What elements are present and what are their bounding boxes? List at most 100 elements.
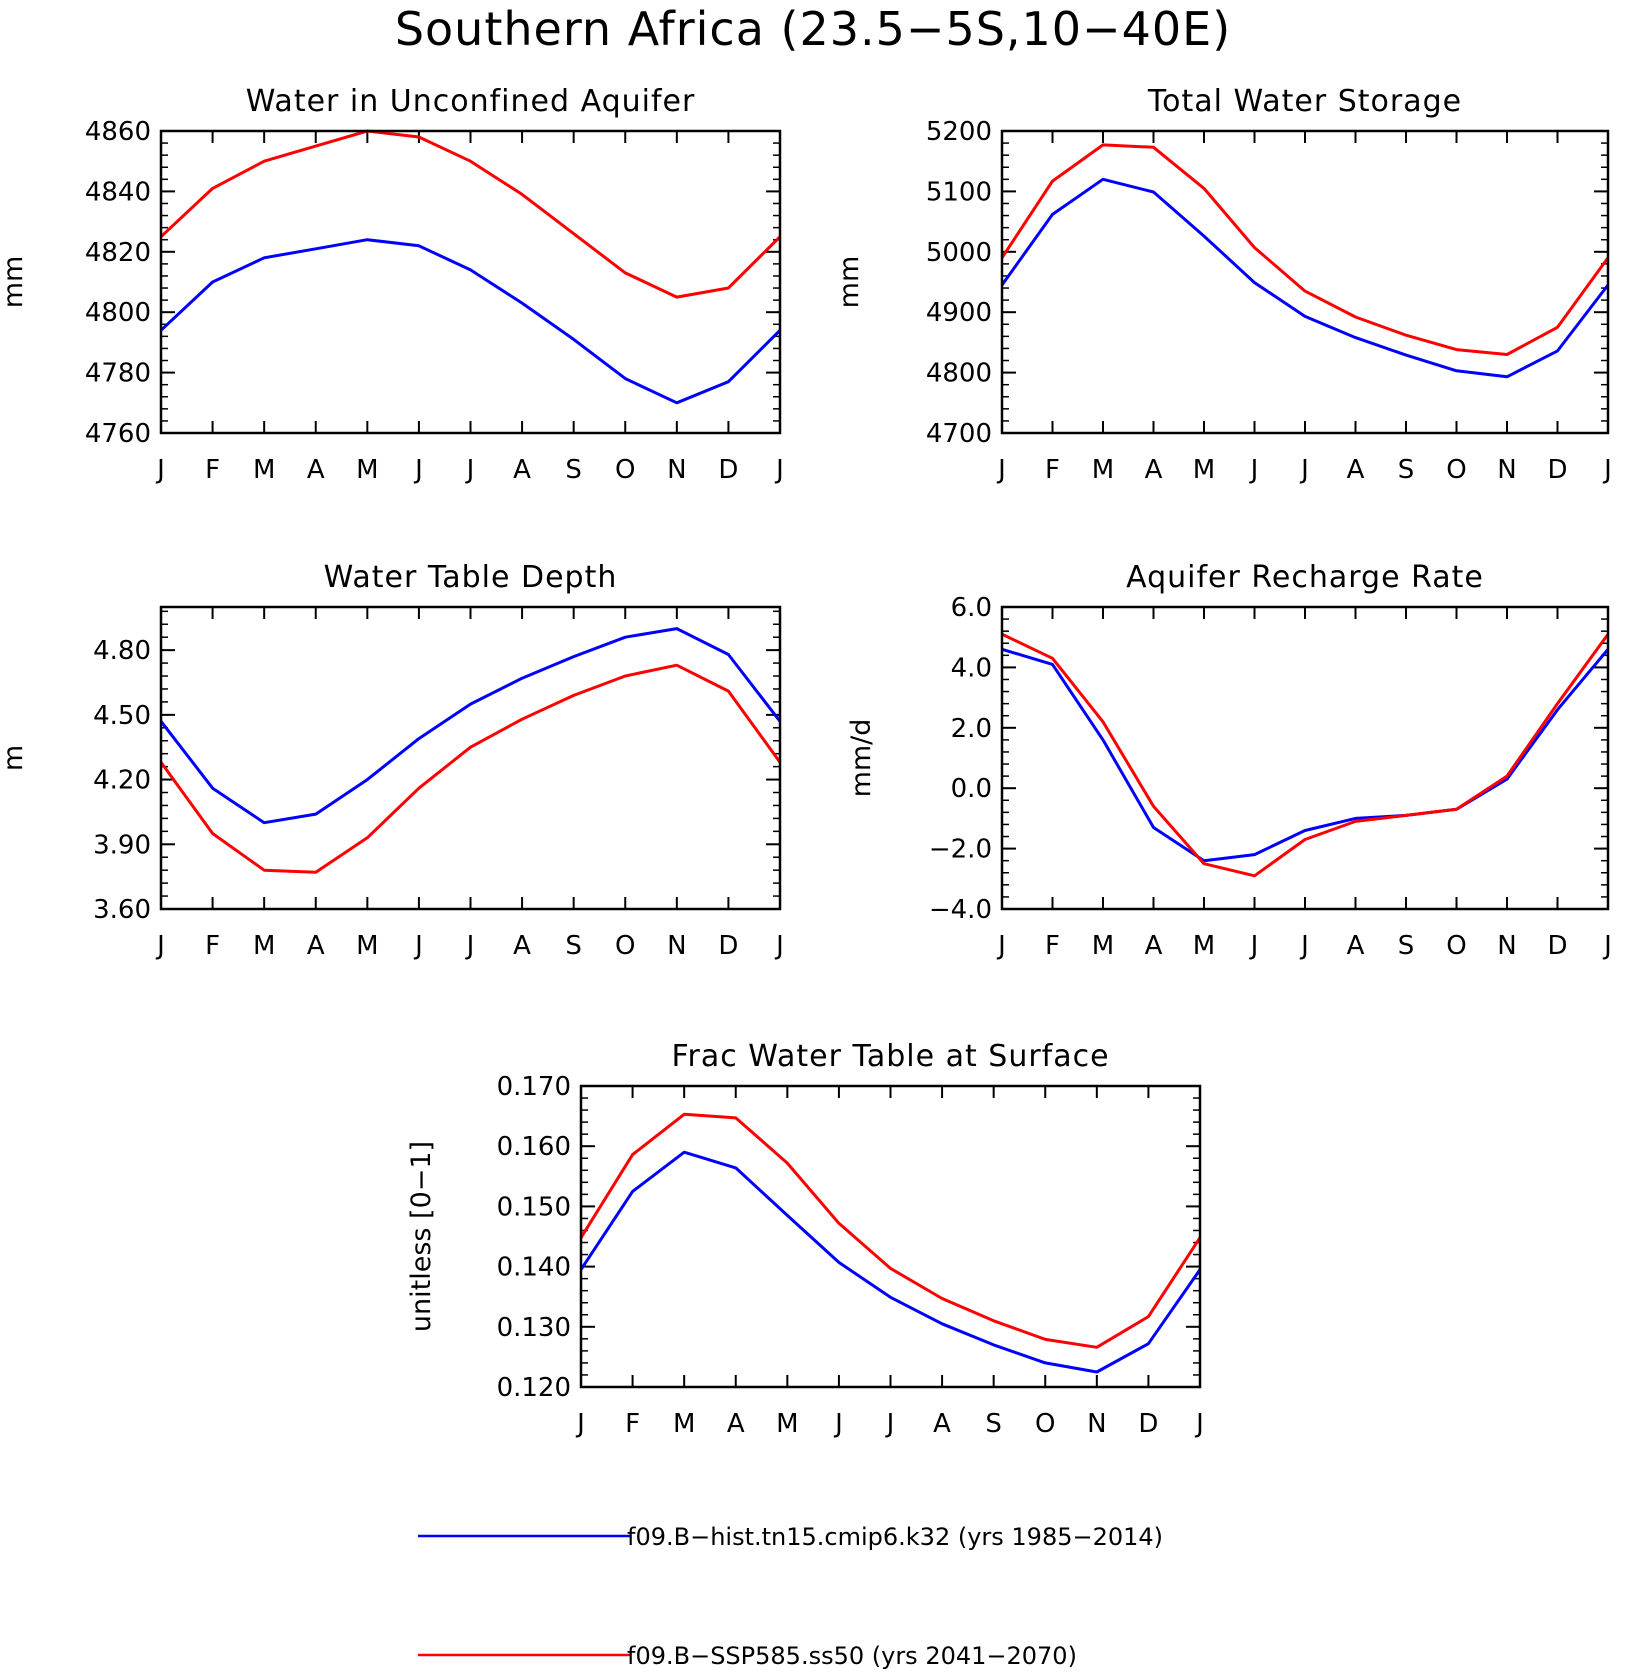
x-tick-label: F bbox=[625, 1409, 640, 1439]
x-tick-label: A bbox=[513, 455, 531, 485]
x-tick-label: D bbox=[1547, 931, 1567, 961]
y-tick-label: 0.150 bbox=[497, 1192, 571, 1222]
x-tick-label: A bbox=[513, 931, 531, 961]
x-tick-label: J bbox=[1299, 931, 1309, 961]
x-tick-label: S bbox=[565, 931, 582, 961]
plot-frame bbox=[159, 129, 782, 435]
x-tick-label: J bbox=[1249, 455, 1259, 485]
x-tick-label: M bbox=[253, 931, 275, 961]
x-tick-label: D bbox=[1138, 1409, 1158, 1439]
legend-label-future: f09.B−SSP585.ss50 (yrs 2041−2070) bbox=[627, 1642, 1077, 1670]
y-tick-label: 0.130 bbox=[497, 1313, 571, 1343]
y-tick-label: 4.80 bbox=[93, 636, 151, 666]
x-tick-label: J bbox=[1299, 455, 1309, 485]
legend: f09.B−hist.tn15.cmip6.k32 (yrs 1985−2014… bbox=[418, 1523, 1163, 1670]
panel-title: Water Table Depth bbox=[324, 560, 618, 595]
x-tick-label: J bbox=[465, 931, 475, 961]
y-tick-label: 4840 bbox=[85, 177, 151, 207]
y-tick-label: 3.60 bbox=[93, 895, 151, 925]
x-tick-label: M bbox=[776, 1409, 798, 1439]
x-tick-label: M bbox=[1193, 931, 1215, 961]
panel-title: Aquifer Recharge Rate bbox=[1126, 560, 1484, 595]
x-tick-label: O bbox=[615, 455, 635, 485]
x-tick-label: A bbox=[307, 455, 325, 485]
series-line-future bbox=[1001, 632, 1610, 878]
y-tick-label: 4700 bbox=[926, 419, 992, 449]
x-tick-label: F bbox=[205, 931, 220, 961]
x-tick-label: J bbox=[774, 455, 784, 485]
x-tick-label: F bbox=[205, 455, 220, 485]
y-tick-label: 4820 bbox=[85, 238, 151, 268]
y-tick-label: 4.20 bbox=[93, 766, 151, 796]
x-tick-label: J bbox=[885, 1409, 895, 1439]
x-tick-label: N bbox=[667, 455, 686, 485]
x-tick-label: O bbox=[615, 931, 635, 961]
y-tick-label: 4760 bbox=[85, 419, 151, 449]
x-tick-label: M bbox=[1092, 455, 1114, 485]
x-tick-label: J bbox=[413, 931, 423, 961]
x-tick-label: D bbox=[718, 455, 738, 485]
x-tick-label: J bbox=[996, 455, 1006, 485]
y-tick-label: −4.0 bbox=[929, 895, 992, 925]
x-tick-label: J bbox=[1249, 931, 1259, 961]
x-tick-label: J bbox=[833, 1409, 843, 1439]
x-tick-label: S bbox=[1398, 455, 1415, 485]
panel-1: Water in Unconfined Aquifer mm J F M A M J J A S O N… bbox=[0, 84, 784, 485]
y-tick-label: 0.0 bbox=[951, 774, 992, 804]
y-axis-label: mm bbox=[0, 256, 29, 309]
y-tick-label: 4800 bbox=[85, 298, 151, 328]
x-tick-label: O bbox=[1035, 1409, 1055, 1439]
plot-frame bbox=[159, 605, 782, 911]
x-tick-label: F bbox=[1045, 455, 1060, 485]
x-tick-label: M bbox=[1193, 455, 1215, 485]
x-tick-label: O bbox=[1446, 455, 1466, 485]
x-tick-label: M bbox=[1092, 931, 1114, 961]
panel-title: Water in Unconfined Aquifer bbox=[246, 84, 696, 119]
y-tick-label: 4.50 bbox=[93, 701, 151, 731]
y-tick-label: 5100 bbox=[926, 177, 992, 207]
y-tick-label: −2.0 bbox=[929, 835, 992, 865]
y-tick-label: 4900 bbox=[926, 298, 992, 328]
x-tick-label: D bbox=[718, 931, 738, 961]
x-tick-label: J bbox=[155, 931, 165, 961]
series-line-hist bbox=[1000, 177, 1610, 379]
x-tick-label: N bbox=[1087, 1409, 1106, 1439]
x-tick-label: A bbox=[1347, 455, 1365, 485]
x-tick-label: M bbox=[673, 1409, 695, 1439]
legend-label-hist: f09.B−hist.tn15.cmip6.k32 (yrs 1985−2014… bbox=[627, 1523, 1163, 1551]
y-tick-label: 0.120 bbox=[497, 1373, 571, 1403]
x-tick-label: J bbox=[1194, 1409, 1204, 1439]
y-tick-label: 4780 bbox=[85, 359, 151, 389]
series-line-future bbox=[159, 663, 782, 874]
y-tick-label: 2.0 bbox=[951, 714, 992, 744]
x-tick-label: S bbox=[1398, 931, 1415, 961]
y-tick-label: 6.0 bbox=[951, 593, 992, 623]
x-tick-label: A bbox=[1145, 931, 1163, 961]
x-tick-label: M bbox=[253, 455, 275, 485]
x-tick-label: A bbox=[307, 931, 325, 961]
x-tick-label: J bbox=[413, 455, 423, 485]
plot-frame bbox=[1000, 129, 1610, 435]
x-tick-label: J bbox=[155, 455, 165, 485]
y-axis-label: unitless [0−1] bbox=[406, 1141, 437, 1332]
x-tick-label: J bbox=[1602, 455, 1612, 485]
series-line-hist bbox=[159, 627, 782, 825]
y-tick-label: 4860 bbox=[85, 117, 151, 147]
figure-title: Southern Africa (23.5−5S,10−40E) bbox=[395, 2, 1231, 56]
y-tick-label: 0.140 bbox=[497, 1253, 571, 1283]
x-tick-label: J bbox=[575, 1409, 585, 1439]
y-tick-label: 4.0 bbox=[951, 653, 992, 683]
series-line-future bbox=[1000, 143, 1610, 356]
x-tick-label: S bbox=[985, 1409, 1002, 1439]
y-tick-label: 5200 bbox=[926, 117, 992, 147]
y-tick-label: 3.90 bbox=[93, 830, 151, 860]
x-tick-label: D bbox=[1547, 455, 1567, 485]
series-line-hist bbox=[579, 1150, 1202, 1374]
y-tick-label: 4800 bbox=[926, 359, 992, 389]
x-tick-label: A bbox=[1347, 931, 1365, 961]
y-axis-label: mm bbox=[834, 256, 865, 309]
